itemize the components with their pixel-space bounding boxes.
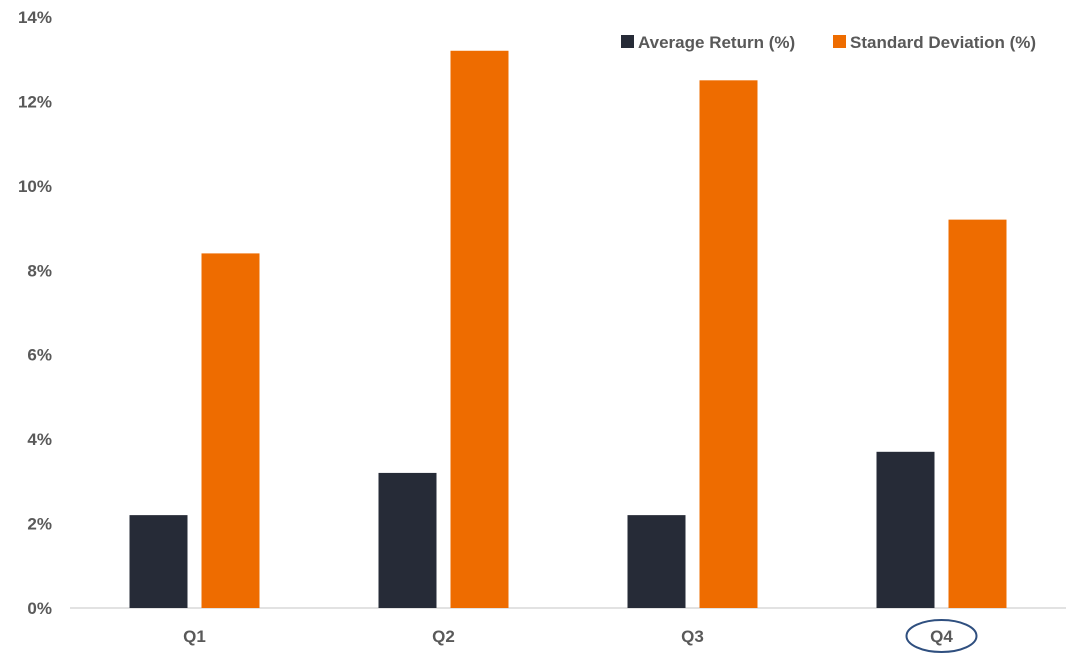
- y-tick-label: 0%: [27, 599, 52, 618]
- legend: Average Return (%) Standard Deviation (%): [621, 33, 1036, 52]
- bar-average-return-q4: [876, 451, 935, 608]
- x-axis-ticks: Q1 Q2 Q3 Q4: [183, 619, 978, 653]
- y-tick-label: 2%: [27, 515, 52, 534]
- y-tick-label: 4%: [27, 430, 52, 449]
- bar-standard-deviation-q1: [201, 253, 260, 608]
- y-tick-label: 12%: [18, 92, 52, 111]
- legend-swatch: [833, 35, 846, 48]
- y-tick-label: 10%: [18, 177, 52, 196]
- y-tick-label: 6%: [27, 346, 52, 365]
- x-tick-label: Q3: [681, 627, 704, 646]
- x-tick-label: Q4: [930, 627, 953, 646]
- bar-standard-deviation-q2: [450, 50, 509, 609]
- highlight-ellipse: [905, 619, 978, 653]
- legend-swatch: [621, 35, 634, 48]
- bar-average-return-q2: [378, 472, 437, 608]
- legend-label: Average Return (%): [638, 33, 795, 52]
- legend-label: Standard Deviation (%): [850, 33, 1036, 52]
- bar-standard-deviation-q4: [948, 219, 1007, 608]
- y-tick-label: 8%: [27, 261, 52, 280]
- y-axis-ticks: 0% 2% 4% 6% 8% 10% 12% 14%: [18, 8, 52, 618]
- bar-average-return-q1: [129, 515, 188, 608]
- x-tick-label: Q2: [432, 627, 455, 646]
- bars-group: [129, 50, 1007, 609]
- y-tick-label: 14%: [18, 8, 52, 27]
- bar-standard-deviation-q3: [699, 80, 758, 609]
- bar-average-return-q3: [627, 515, 686, 608]
- x-tick-label: Q1: [183, 627, 206, 646]
